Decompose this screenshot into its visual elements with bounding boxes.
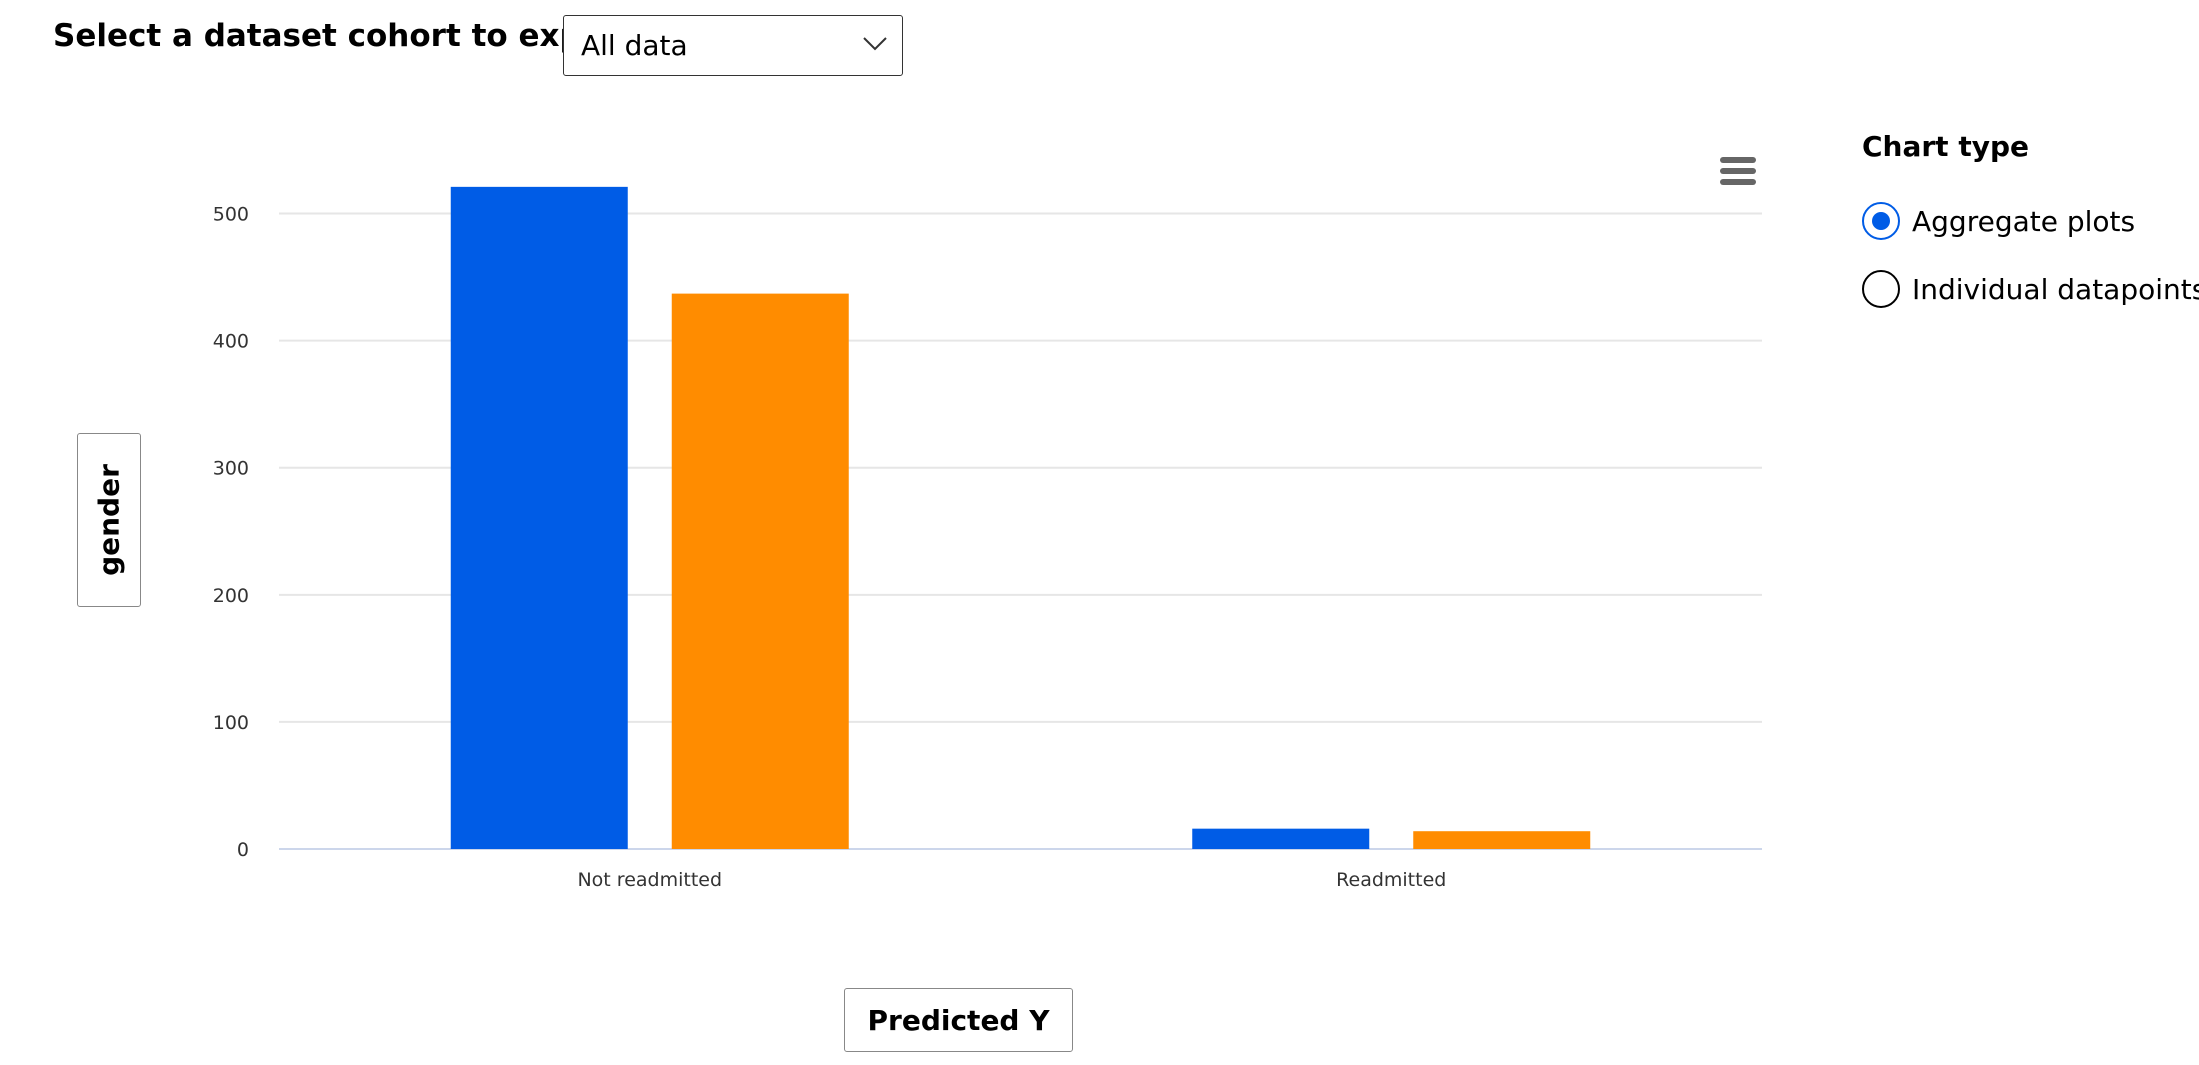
y-tick-label: 400 [213,331,249,353]
bars [450,186,1591,849]
y-tick-label: 200 [213,585,249,607]
radio-aggregate-plots-circle[interactable] [1862,202,1900,240]
radio-aggregate-plots-label: Aggregate plots [1912,204,2136,238]
cohort-select-label: Select a dataset cohort to explore [53,18,650,54]
bar-1-0[interactable] [1192,828,1370,849]
y-tick-label: 0 [237,839,249,861]
bar-chart: 0 100 200 300 400 500 Not readmitted Readmitte… [213,186,1762,891]
x-tick-label: Not readmitted [577,869,722,891]
radio-individual-datapoints-circle[interactable] [1862,270,1900,308]
cohort-dropdown[interactable]: All data [563,15,903,76]
y-tick-labels: 0 100 200 300 400 500 [213,204,249,861]
bar-0-0[interactable] [450,186,628,849]
bar-0-1[interactable] [671,293,849,849]
x-tick-label: Readmitted [1336,869,1446,891]
radio-aggregate-plots[interactable]: Aggregate plots [1862,199,2135,243]
chart-type-title: Chart type [1862,130,2029,163]
bar-1-1[interactable] [1413,831,1591,849]
chevron-down-icon [863,37,887,51]
chart-menu-icon[interactable] [1720,157,1758,189]
y-axis-selector-button[interactable]: gender [77,433,141,607]
cohort-dropdown-value: All data [581,29,688,62]
radio-individual-datapoints[interactable]: Individual datapoints [1862,267,2199,311]
y-tick-label: 100 [213,712,249,734]
y-tick-label: 300 [213,458,249,480]
radio-individual-datapoints-label: Individual datapoints [1912,272,2199,306]
y-tick-label: 500 [213,204,249,226]
x-tick-labels: Not readmitted Readmitted [577,869,1446,891]
y-axis-selector-label: gender [92,464,126,576]
x-axis-selector-button[interactable]: Predicted Y [844,988,1073,1052]
